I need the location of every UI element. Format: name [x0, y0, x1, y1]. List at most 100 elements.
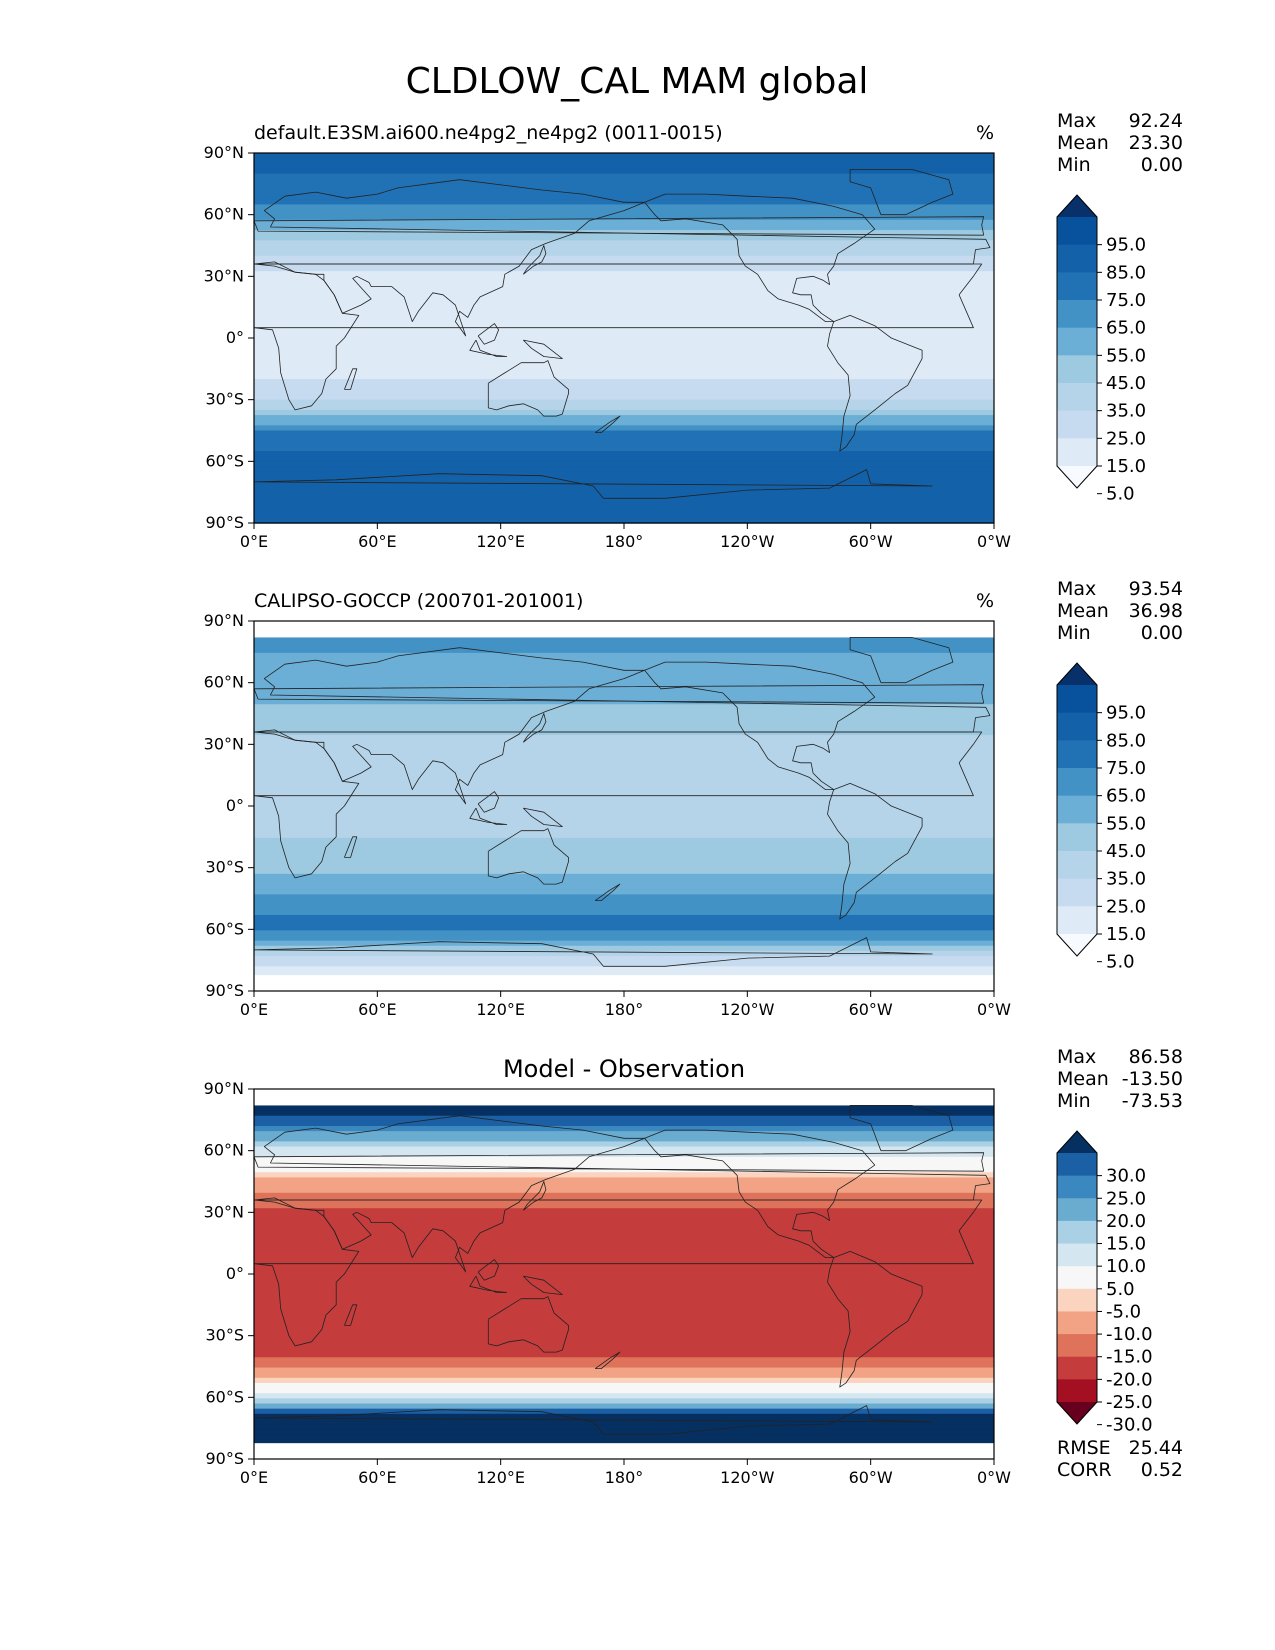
map-band: [254, 796, 994, 803]
map-band: [254, 188, 994, 195]
map-band: [254, 724, 994, 731]
extra-stat-label: CORR: [1057, 1459, 1112, 1481]
map-band: [254, 745, 994, 752]
map-band: [254, 1233, 994, 1240]
colorbar-tick-label: 95.0: [1106, 703, 1146, 724]
lat-tick-label: 60°N: [204, 1141, 244, 1160]
lat-tick-label: 60°S: [205, 451, 244, 470]
lon-tick-label: 120°W: [720, 1000, 775, 1019]
map-band: [254, 214, 994, 221]
map-band: [254, 178, 994, 185]
colorbar-tick-label: 75.0: [1106, 758, 1146, 779]
coastline: [523, 1275, 563, 1295]
map-band: [254, 512, 994, 519]
map-band: [254, 445, 994, 452]
map-band: [254, 1280, 994, 1286]
panel-left-title: default.E3SM.ai600.ne4pg2_ne4pg2 (0011-0…: [254, 122, 723, 144]
map-field: [254, 637, 994, 976]
map-band: [254, 1388, 994, 1394]
map-band: [254, 1275, 994, 1281]
map-band: [254, 729, 994, 736]
map-band: [254, 765, 994, 772]
map-band: [254, 776, 994, 782]
stat-value: 36.98: [1129, 600, 1183, 622]
map-band: [254, 658, 994, 664]
stat-label: Max: [1057, 1046, 1096, 1068]
coastline: [644, 1129, 876, 1258]
map-band: [254, 471, 994, 478]
map-band: [254, 245, 994, 252]
map-band: [254, 1326, 994, 1333]
map-band: [254, 487, 994, 493]
lon-tick-label: 60°E: [358, 1000, 396, 1019]
lon-tick-label: 0°E: [240, 1468, 268, 1487]
coastline: [253, 684, 985, 704]
map-band: [254, 858, 994, 865]
map-band: [254, 497, 994, 504]
colorbar-segment: [1057, 438, 1097, 467]
map-band: [254, 373, 994, 380]
map-band: [254, 430, 994, 437]
map-band: [254, 1223, 994, 1230]
map-band: [254, 837, 994, 844]
lon-tick-label: 120°E: [476, 1468, 525, 1487]
colorbar-segment: [1057, 410, 1097, 439]
stat-label: Min: [1057, 154, 1091, 176]
map-band: [254, 961, 994, 967]
map-band: [254, 1285, 994, 1292]
map-band: [254, 760, 994, 767]
map-band: [254, 930, 994, 937]
map-band: [254, 1156, 994, 1163]
colorbar-tick-label: 30.0: [1106, 1166, 1146, 1187]
lat-tick-label: 90°S: [205, 981, 244, 1000]
map-band: [254, 1382, 994, 1389]
lon-tick-label: 60°E: [358, 532, 396, 551]
map-band: [254, 1136, 994, 1143]
map-band: [254, 1172, 994, 1178]
coastline: [487, 1296, 569, 1353]
map-band: [254, 945, 994, 952]
lon-tick-label: 120°W: [720, 1468, 775, 1487]
colorbar-segment: [1057, 1288, 1097, 1312]
map-band: [254, 1218, 994, 1225]
map-band: [254, 904, 994, 911]
map-band: [254, 1239, 994, 1245]
colorbar-extend-top: [1057, 195, 1097, 217]
map-band: [254, 456, 994, 462]
map-band: [254, 327, 994, 334]
map-band: [254, 693, 994, 700]
colorbar-segment: [1057, 851, 1097, 880]
stat-value: 23.30: [1129, 132, 1183, 154]
coastline: [469, 807, 508, 825]
lat-tick-label: 60°S: [205, 1387, 244, 1406]
map-band: [254, 399, 994, 406]
coastline: [827, 1251, 923, 1388]
map-band: [254, 735, 994, 741]
map-band: [254, 209, 994, 216]
coastline: [253, 216, 985, 236]
coastline: [522, 713, 547, 743]
lon-tick-label: 180°: [605, 1468, 644, 1487]
colorbar-tick-label: 85.0: [1106, 730, 1146, 751]
map-band: [254, 1167, 994, 1173]
colorbar-tick-label: 15.0: [1106, 456, 1146, 477]
lon-tick-label: 60°E: [358, 1468, 396, 1487]
colorbar-segment: [1057, 823, 1097, 852]
coastlines: [253, 637, 991, 967]
coastline: [344, 1304, 358, 1326]
coastline: [487, 360, 569, 417]
map-band: [254, 1336, 994, 1343]
map-band: [254, 971, 994, 976]
lon-tick-label: 120°E: [476, 1000, 525, 1019]
extra-stat-value: 0.52: [1141, 1459, 1183, 1481]
map-band: [254, 1254, 994, 1261]
stat-value: 92.24: [1129, 110, 1183, 132]
lon-tick-label: 60°W: [849, 532, 893, 551]
map-band: [254, 1105, 994, 1112]
stat-value: 93.54: [1129, 578, 1183, 600]
lat-tick-label: 30°N: [204, 266, 244, 285]
colorbar-tick-label: 55.0: [1106, 345, 1146, 366]
map-band: [254, 652, 994, 659]
lat-tick-label: 90°N: [204, 611, 244, 630]
map-band: [254, 899, 994, 906]
